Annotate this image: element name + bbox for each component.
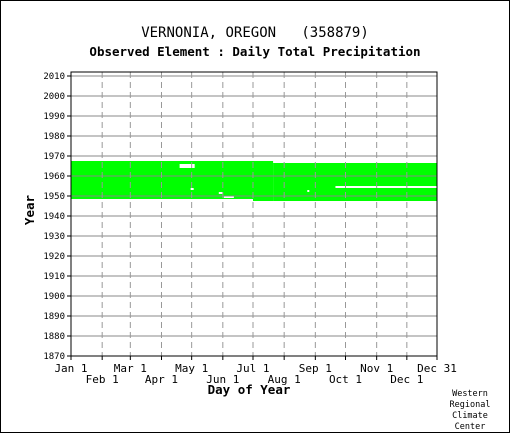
missing-segment (218, 192, 223, 194)
grid-layer (71, 72, 437, 357)
y-tick-label: 2010 (43, 72, 65, 82)
x-tick-label: Feb 1 (86, 373, 119, 386)
missing-segment (223, 196, 234, 198)
missing-segment (234, 199, 253, 200)
axis-layer: 1870 1880 1890 1900 1910 1920 1930 1940 1950 1960… (43, 72, 457, 386)
y-tick-label: 1920 (43, 252, 65, 262)
y-tick-label: 1870 (43, 352, 65, 362)
missing-segment (335, 186, 437, 188)
x-tick-label: Jun 1 (206, 373, 239, 386)
missing-segment (307, 190, 310, 192)
x-tick-label: Jul 1 (236, 362, 269, 375)
x-axis-label: Day of Year (208, 382, 291, 397)
y-axis-label: Year (22, 194, 37, 225)
data-block (71, 161, 253, 199)
y-tick-label: 1890 (43, 312, 65, 322)
data-layer (71, 161, 437, 201)
credit-block: Western Regional Climate Center (435, 389, 505, 432)
plot-border (70, 71, 438, 357)
y-tick-label: 1950 (43, 192, 65, 202)
y-tick-label: 1900 (43, 292, 65, 302)
y-tick-label: 1940 (43, 212, 65, 222)
credit-line: Western (452, 389, 488, 399)
y-tick-label: 1970 (43, 152, 65, 162)
y-tick-label: 1990 (43, 112, 65, 122)
x-tick-label: Jan 1 (54, 362, 87, 375)
missing-segment (179, 164, 195, 168)
y-tick-label: 1880 (43, 332, 65, 342)
x-tick-label: Mar 1 (114, 362, 147, 375)
x-tick-label: Oct 1 (329, 373, 362, 386)
x-tick-label: Nov 1 (360, 362, 393, 375)
y-tick-label: 1980 (43, 132, 65, 142)
x-tick-label: Dec 1 (390, 373, 423, 386)
y-tick-label: 1910 (43, 272, 65, 282)
x-tick-label: Apr 1 (145, 373, 178, 386)
y-tick-label: 1960 (43, 172, 65, 182)
data-block (252, 161, 274, 201)
y-tick-label: 2000 (43, 92, 65, 102)
missing-segment (190, 188, 194, 190)
y-tick-label: 1930 (43, 232, 65, 242)
credit-line: Center (454, 422, 486, 432)
credit-line: Climate (452, 411, 488, 421)
x-tick-label: Dec 31 (417, 362, 457, 375)
x-tick-label: Aug 1 (268, 373, 301, 386)
x-tick-label: May 1 (175, 362, 208, 375)
credit-line: Regional (449, 400, 491, 410)
chart-subtitle: Observed Element : Daily Total Precipita… (89, 44, 421, 59)
data-block (273, 163, 437, 201)
x-tick-label: Sep 1 (299, 362, 332, 375)
chart-title: VERNONIA, OREGON (358879) (141, 25, 369, 41)
